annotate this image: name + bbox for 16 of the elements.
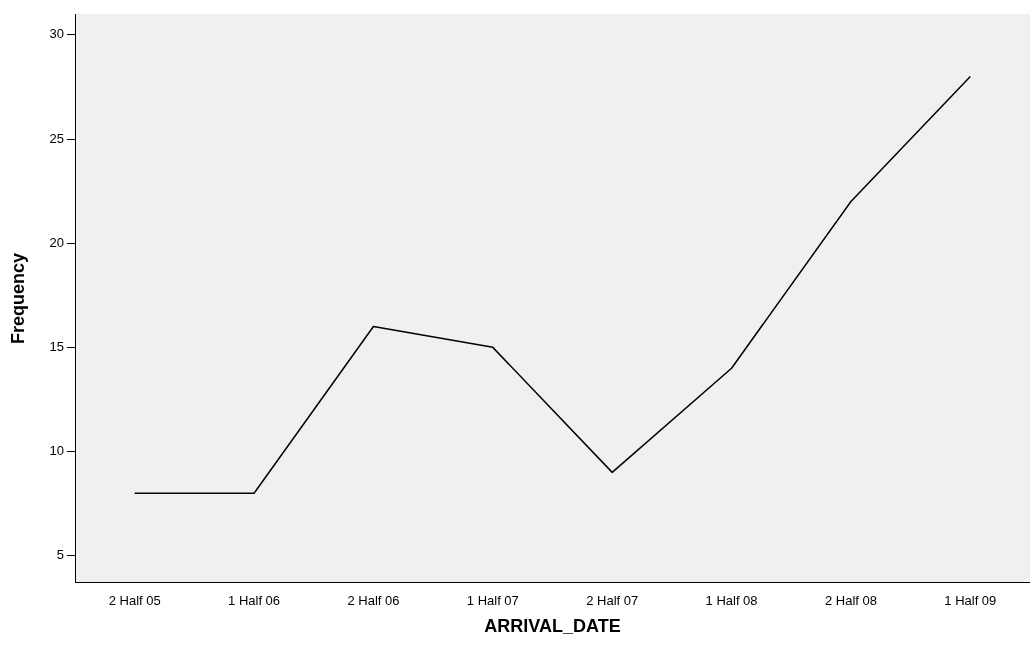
x-tick-label: 2 Half 05 <box>108 593 161 609</box>
x-tick-label: 1 Half 08 <box>705 593 758 609</box>
y-tick-label: 5 <box>56 547 64 563</box>
y-tick-label: 20 <box>49 234 64 250</box>
x-tick-label: 1 Half 07 <box>466 593 519 609</box>
x-tick-label: 2 Half 06 <box>347 593 400 609</box>
y-tick-label: 30 <box>49 26 64 42</box>
x-tick-label: 1 Half 06 <box>228 593 281 609</box>
y-tick-label: 25 <box>49 130 64 146</box>
y-tick-label: 15 <box>49 338 64 354</box>
y-tick-label: 10 <box>49 443 64 459</box>
x-tick-label: 2 Half 08 <box>824 593 877 609</box>
x-axis-title: ARRIVAL_DATE <box>484 616 621 637</box>
x-tick-label: 1 Half 09 <box>944 593 997 609</box>
y-axis-title: Frequency <box>7 252 28 344</box>
x-tick-label: 2 Half 07 <box>586 593 639 609</box>
